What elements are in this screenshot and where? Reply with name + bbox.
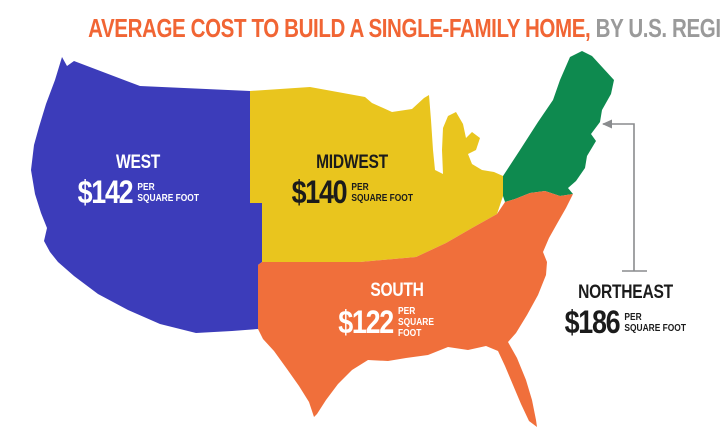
unit-line-1: PER bbox=[137, 181, 155, 193]
price-unit: PER SQUARE FOOT bbox=[137, 182, 199, 204]
title-suffix: BY U.S. REGION bbox=[595, 13, 720, 43]
price-value: $140 bbox=[291, 174, 347, 210]
region-price-midwest: $140 PER SQUARE FOOT bbox=[291, 174, 413, 210]
region-label-west: WEST $142 PER SQUARE FOOT bbox=[63, 152, 213, 210]
price-unit: PER SQUARE FOOT bbox=[398, 306, 456, 340]
region-name-midwest: MIDWEST bbox=[316, 152, 388, 173]
price-value: $122 bbox=[338, 304, 394, 341]
title-highlight: AVERAGE COST TO BUILD A SINGLE-FAMILY HO… bbox=[88, 13, 591, 43]
unit-line-2: SQUARE FOOT bbox=[351, 192, 413, 204]
unit-line-1: PER bbox=[351, 181, 369, 193]
region-northeast-shape bbox=[503, 51, 614, 202]
region-west-shape bbox=[31, 57, 262, 333]
region-label-midwest: MIDWEST $140 PER SQUARE FOOT bbox=[277, 152, 427, 210]
price-value: $186 bbox=[564, 304, 621, 340]
region-price-south: $122 PER SQUARE FOOT bbox=[338, 306, 456, 340]
northeast-callout-arrowhead-icon bbox=[602, 119, 612, 129]
price-value: $142 bbox=[77, 174, 133, 210]
region-south-shape bbox=[258, 191, 573, 427]
northeast-callout bbox=[602, 119, 647, 272]
region-label-northeast: NORTHEAST $186 PER SQUARE FOOT bbox=[553, 282, 698, 340]
unit-line-2: SQUARE FOOT bbox=[397, 317, 434, 340]
unit-line-2: SQUARE FOOT bbox=[137, 192, 199, 204]
region-name-northeast: NORTHEAST bbox=[578, 282, 673, 303]
region-name-south: SOUTH bbox=[370, 280, 424, 301]
region-price-west: $142 PER SQUARE FOOT bbox=[77, 174, 199, 210]
region-price-northeast: $186 PER SQUARE FOOT bbox=[564, 304, 687, 340]
price-unit: PER SQUARE FOOT bbox=[351, 182, 413, 204]
unit-line-1: PER bbox=[397, 306, 416, 317]
unit-line-2: SQUARE FOOT bbox=[624, 322, 687, 334]
region-label-south: SOUTH $122 PER SQUARE FOOT bbox=[327, 281, 467, 340]
price-unit: PER SQUARE FOOT bbox=[625, 312, 687, 334]
region-midwest-shape bbox=[250, 87, 503, 262]
northeast-callout-line bbox=[603, 123, 647, 272]
region-name-west: WEST bbox=[115, 152, 161, 173]
page-title: AVERAGE COST TO BUILD A SINGLE-FAMILY HO… bbox=[0, 13, 720, 44]
unit-line-1: PER bbox=[624, 311, 642, 323]
